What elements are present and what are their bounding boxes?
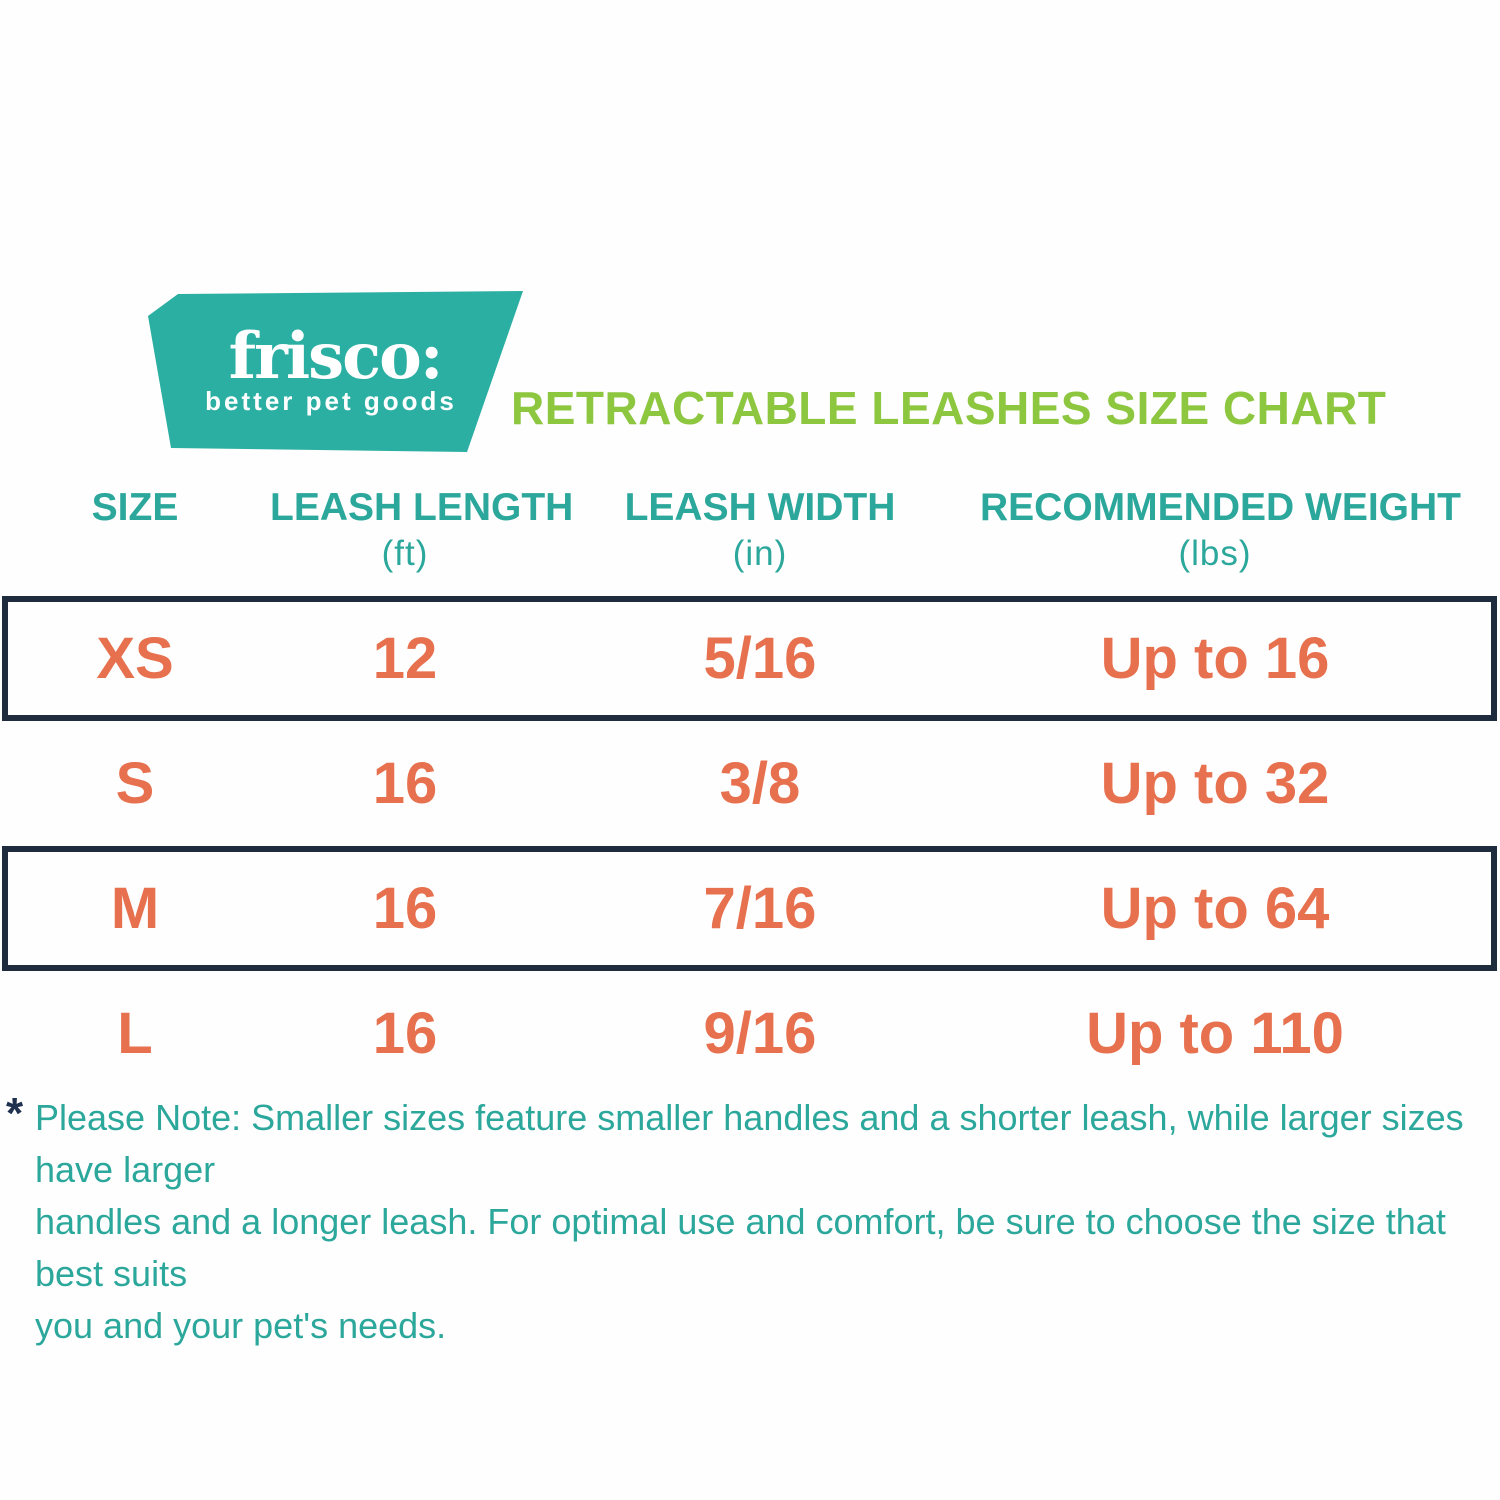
cell-recommended-weight: Up to 16	[1100, 626, 1330, 691]
cell-leash-length: 16	[372, 1001, 438, 1066]
footnote-text: Please Note: Smaller sizes feature small…	[8, 1092, 1490, 1352]
page-title: RETRACTABLE LEASHES SIZE CHART	[511, 382, 1387, 434]
column-label: RECOMMENDED WEIGHT	[980, 486, 1461, 529]
column-label: LEASH WIDTH	[624, 486, 896, 529]
column-header-leash-length: LEASH LENGTH (ft)	[270, 486, 574, 574]
cell-recommended-weight: Up to 64	[1100, 876, 1330, 941]
table-row-xs: XS 12 5/16 Up to 16	[0, 596, 1500, 721]
column-unit: (lbs)	[1178, 534, 1252, 573]
size-chart-table: XS 12 5/16 Up to 16 S 16 3/8 Up to 32 M …	[0, 596, 1500, 1096]
column-label: SIZE	[91, 486, 179, 529]
column-header-recommended-weight: RECOMMENDED WEIGHT (lbs)	[980, 486, 1461, 574]
footnote-line: Please Note: Smaller sizes feature small…	[35, 1097, 1464, 1190]
brand-tagline: better pet goods	[205, 386, 457, 416]
frisco-logo: frisco: better pet goods	[148, 291, 523, 452]
cell-leash-width: 7/16	[703, 876, 817, 941]
table-row-s: S 16 3/8 Up to 32	[0, 721, 1500, 846]
cell-leash-width: 9/16	[703, 1001, 817, 1066]
footnote-line: handles and a longer leash. For optimal …	[35, 1201, 1446, 1294]
cell-leash-width: 3/8	[719, 751, 801, 816]
cell-size: M	[110, 876, 160, 941]
table-row-m: M 16 7/16 Up to 64	[0, 846, 1500, 971]
column-unit: (in)	[732, 534, 788, 573]
cell-recommended-weight: Up to 32	[1100, 751, 1330, 816]
table-header-row: SIZE LEASH LENGTH (ft) LEASH WIDTH (in) …	[0, 487, 1500, 574]
column-unit: (ft)	[381, 534, 429, 573]
brand-name: frisco:	[229, 319, 442, 394]
footnote-line: you and your pet's needs.	[35, 1305, 447, 1346]
cell-leash-width: 5/16	[703, 626, 817, 691]
asterisk-marker: *	[6, 1089, 24, 1138]
footnote: * Please Note: Smaller sizes feature sma…	[6, 1089, 1490, 1352]
cell-leash-length: 16	[372, 751, 438, 816]
cell-leash-length: 12	[372, 626, 438, 691]
logo-banner-shape	[148, 291, 523, 452]
cell-size: L	[117, 1001, 153, 1066]
column-header-size: SIZE	[0, 487, 270, 574]
cell-size: XS	[96, 626, 174, 691]
table-row-l: L 16 9/16 Up to 110	[0, 971, 1500, 1096]
cell-recommended-weight: Up to 110	[1086, 1001, 1344, 1066]
cell-size: S	[115, 751, 155, 816]
column-label: LEASH LENGTH	[270, 486, 574, 529]
cell-leash-length: 16	[372, 876, 438, 941]
column-header-leash-width: LEASH WIDTH (in)	[540, 487, 980, 574]
